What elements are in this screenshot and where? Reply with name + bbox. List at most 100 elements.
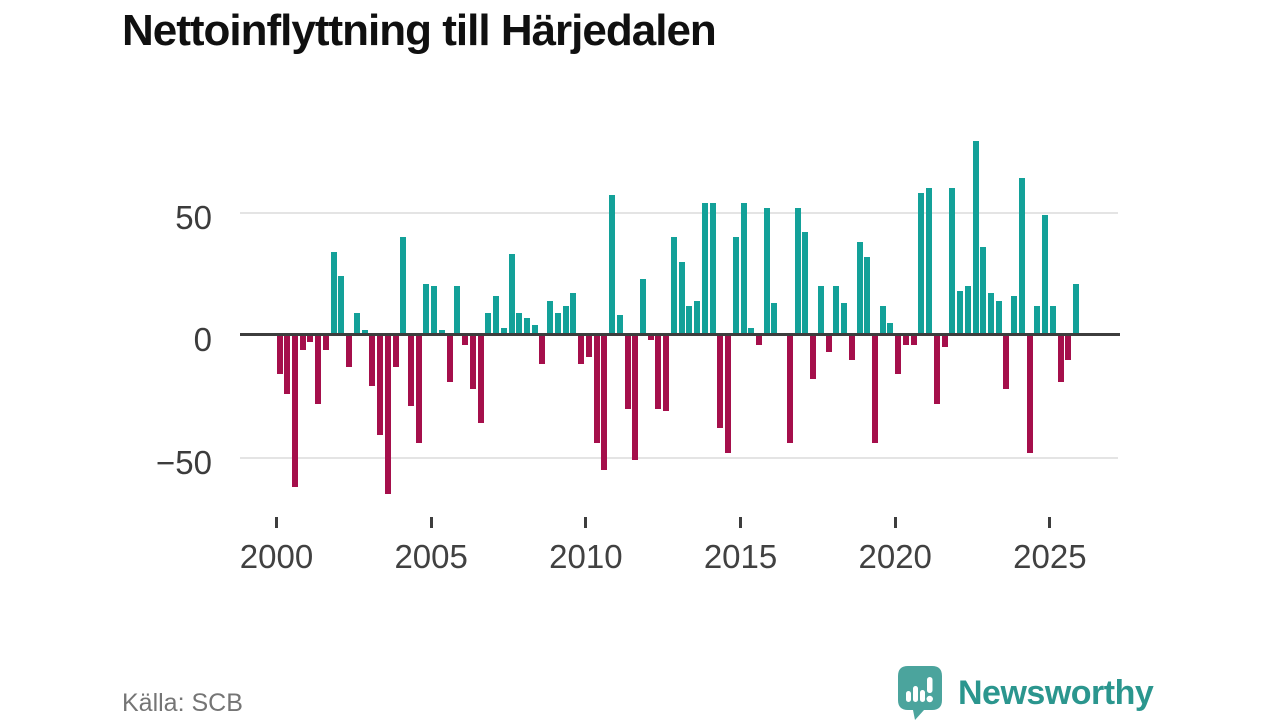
bar-2010-q4	[609, 195, 616, 335]
bar-2003-q2	[377, 335, 384, 436]
bar-2013-q1	[678, 261, 685, 335]
bar-2011-q1	[616, 315, 623, 335]
chart-title: Nettoinflyttning till Härjedalen	[122, 6, 717, 55]
x-tick-2005	[429, 517, 433, 528]
x-axis-label-2005: 2005	[394, 538, 468, 575]
bar-2015-q1	[740, 202, 747, 335]
bar-2000-q2	[284, 335, 291, 394]
x-axis-label-2000: 2000	[239, 538, 314, 575]
bar-2004-q3	[415, 335, 422, 443]
bar-2024-q1	[1018, 178, 1025, 335]
bar-2019-q2	[872, 335, 879, 443]
bar-2013-q2	[686, 305, 693, 335]
bar-2008-q1	[523, 317, 530, 335]
bar-2014-q3	[725, 335, 732, 453]
bar-2023-q1	[988, 293, 995, 335]
x-tick-2000	[275, 517, 278, 528]
bar-2014-q4	[732, 237, 739, 335]
bar-2011-q3	[632, 335, 639, 460]
bar-2016-q3	[786, 335, 793, 443]
bar-2006-q1	[462, 335, 469, 345]
source-label: Källa: SCB	[122, 689, 243, 717]
bar-2003-q3	[384, 335, 391, 495]
bar-2006-q4	[485, 312, 492, 335]
bar-2019-q3	[879, 305, 886, 335]
bar-2002-q4	[361, 330, 368, 335]
bar-2012-q2	[655, 335, 662, 409]
bar-2024-q2	[1026, 335, 1033, 453]
bar-2005-q2	[438, 330, 445, 335]
bar-2025-q3	[1065, 335, 1072, 360]
bar-2004-q2	[407, 335, 414, 407]
bar-2008-q2	[531, 325, 538, 335]
bar-2001-q4	[330, 251, 337, 335]
newsworthy-bubble-icon	[898, 666, 942, 720]
bar-2023-q4	[1011, 295, 1018, 335]
bar-2018-q3	[848, 335, 855, 360]
bar-2005-q1	[431, 286, 438, 335]
x-axis-label-2020: 2020	[858, 538, 932, 575]
x-axis-line	[240, 333, 1120, 336]
bar-2012-q4	[670, 237, 677, 335]
bar-2009-q2	[562, 305, 569, 335]
bar-2006-q3	[477, 335, 484, 424]
bar-2017-q4	[825, 335, 832, 353]
bar-2002-q2	[346, 335, 353, 367]
gridline--50	[240, 456, 1118, 459]
bar-2021-q1	[926, 188, 933, 335]
bar-2017-q1	[802, 232, 809, 335]
bar-2015-q4	[763, 207, 770, 335]
y-axis-label--50: −50	[156, 443, 212, 481]
bar-2010-q3	[601, 335, 608, 470]
bar-2004-q4	[423, 283, 430, 335]
bar-2003-q4	[392, 335, 399, 367]
bar-2013-q3	[694, 300, 701, 335]
gridline-50	[240, 211, 1118, 214]
bar-2015-q3	[756, 335, 762, 345]
x-axis-label-2015: 2015	[703, 538, 778, 575]
bar-2018-q4	[856, 241, 863, 335]
bar-2019-q1	[864, 256, 871, 335]
bar-2022-q4	[980, 246, 987, 335]
bar-2015-q2	[748, 327, 755, 335]
bar-2020-q4	[918, 192, 925, 335]
bar-2008-q4	[547, 300, 554, 335]
bar-2014-q2	[717, 335, 724, 429]
x-tick-2020	[893, 517, 897, 528]
bar-2007-q2	[500, 327, 507, 335]
newsworthy-wordmark: Newsworthy	[958, 673, 1154, 712]
bar-2022-q1	[957, 290, 964, 335]
bar-2007-q4	[516, 312, 523, 335]
bar-2000-q4	[299, 335, 306, 350]
bar-2009-q4	[578, 335, 585, 365]
bar-2021-q3	[941, 335, 948, 348]
bar-2024-q3	[1034, 305, 1041, 335]
bar-2001-q1	[307, 335, 314, 343]
y-axis-label-50: 50	[175, 198, 212, 236]
newsworthy-logo: Newsworthy	[898, 666, 1154, 720]
x-tick-2015	[739, 517, 743, 528]
bar-2019-q4	[887, 322, 894, 335]
bar-2010-q2	[593, 335, 600, 443]
bar-2001-q3	[322, 335, 329, 350]
bar-2002-q3	[353, 312, 360, 335]
bar-2023-q3	[1003, 335, 1010, 389]
bar-2022-q3	[972, 141, 979, 335]
bar-2009-q3	[570, 293, 577, 335]
x-axis-label-2010: 2010	[549, 538, 623, 575]
bar-2023-q2	[995, 300, 1002, 335]
bar-2025-q2	[1057, 335, 1064, 382]
bar-2017-q2	[810, 335, 817, 380]
bar-2002-q1	[338, 276, 345, 335]
bar-2013-q4	[701, 202, 708, 335]
bar-2005-q4	[454, 286, 461, 335]
bar-2006-q2	[469, 335, 476, 389]
bar-2009-q1	[554, 312, 561, 335]
bar-2018-q2	[841, 303, 848, 335]
bar-2012-q3	[663, 335, 670, 411]
bar-2022-q2	[964, 286, 971, 335]
bar-2007-q1	[493, 295, 500, 335]
bar-2000-q1	[276, 335, 283, 375]
